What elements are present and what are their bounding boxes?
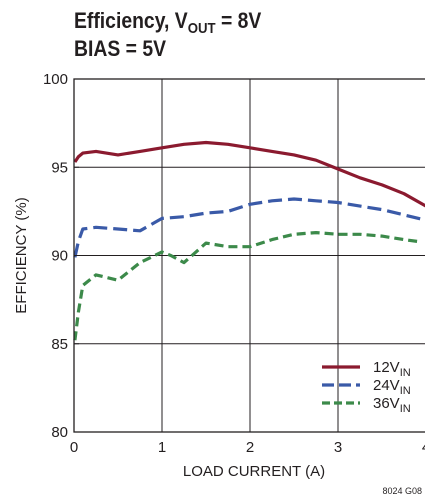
x-tick-label-3: 3 (334, 439, 342, 456)
x-tick-label-4: 4 (422, 439, 425, 456)
legend-label-subscript-2: IN (400, 403, 411, 415)
chart-title-tail: = 8V (215, 8, 262, 33)
y-tick-label-4: 100 (43, 71, 68, 88)
y-tick-label-3: 95 (51, 159, 68, 176)
y-tick-label-0: 80 (51, 424, 68, 441)
x-axis-label: LOAD CURRENT (A) (183, 463, 325, 480)
legend-label-1: 24VIN (373, 377, 411, 397)
legend-label-subscript-1: IN (400, 385, 411, 397)
series-line-2 (73, 231, 418, 341)
y-axis-label: EFFICIENCY (%) (13, 197, 30, 313)
legend-label-2: 36VIN (373, 395, 411, 415)
chart-title-line-1: Efficiency, VOUT = 8V (74, 8, 261, 37)
legend-label-0: 12VIN (373, 359, 411, 379)
chart-title-line-2: BIAS = 5V (74, 36, 167, 61)
y-tick-label-1: 85 (51, 336, 68, 353)
chart-title-subscript: OUT (187, 20, 216, 37)
series-line-1 (73, 197, 425, 258)
x-tick-label-2: 2 (246, 439, 254, 456)
series-line-0 (73, 140, 425, 208)
y-tick-label-2: 90 (51, 248, 68, 265)
x-tick-label-1: 1 (158, 439, 166, 456)
chart-title-main: Efficiency, V (74, 8, 188, 33)
x-tick-label-0: 0 (70, 439, 78, 456)
figure-id: 8024 G08 (382, 486, 422, 496)
legend-label-subscript-0: IN (400, 367, 411, 379)
